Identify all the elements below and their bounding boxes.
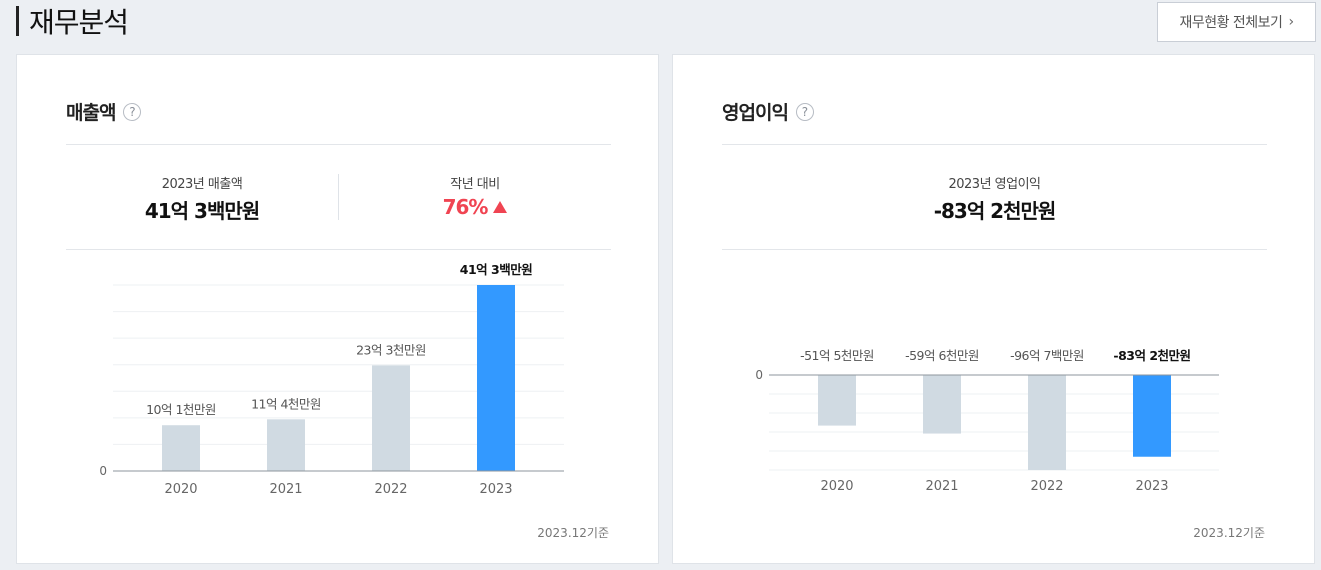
op-title: 영업이익 ? [722, 98, 814, 125]
revenue-stat-label: 2023년 매출액 [161, 177, 243, 192]
zero-label: 0 [755, 368, 763, 382]
category-label-2022: 2022 [1030, 479, 1063, 494]
operating-profit-chart: 0 -51억 5천만원 -59억 6천만원 -96억 7백만원 -83억 2천만원 202… [755, 348, 1219, 494]
divider [722, 144, 1267, 145]
zero-label: 0 [99, 464, 107, 478]
bar-2020 [162, 425, 200, 471]
data-label-2023: -83억 2천만원 [1113, 348, 1190, 363]
page-title: 재무분석 [29, 6, 129, 39]
data-label-2020: 10억 1천만원 [146, 402, 216, 417]
data-label-2020: -51억 5천만원 [800, 348, 874, 363]
category-label-2021: 2021 [269, 482, 302, 497]
op-basis-date: 2023.12기준 [1193, 526, 1265, 540]
up-triangle-icon [493, 201, 508, 213]
divider [66, 249, 611, 250]
bar-2020 [818, 375, 856, 426]
revenue-stat: 2023년 매출액 41억 3백만원 [66, 173, 338, 224]
bar-2022 [372, 365, 410, 471]
data-label-2022: -96억 7백만원 [1010, 348, 1084, 363]
category-label-2020: 2020 [820, 479, 853, 494]
chevron-right-icon: › [1288, 14, 1294, 30]
op-stat: 2023년 영업이익 -83억 2천만원 [722, 173, 1267, 224]
revenue-stat-value: 41억 3백만원 [144, 199, 260, 223]
operating-profit-card: 영업이익 ? 2023년 영업이익 -83억 2천만원 0 -51억 5천만원 -5… [672, 54, 1315, 564]
category-label-2023: 2023 [479, 482, 512, 497]
divider [722, 249, 1267, 250]
stat-separator [338, 174, 339, 220]
bar-2021 [923, 375, 961, 434]
data-label-2023: 41억 3백만원 [460, 262, 532, 277]
help-icon[interactable]: ? [795, 102, 814, 121]
revenue-chart: 0 10억 1천만원 11억 4천만원 23억 3천만원 41억 3백만원 2020 202… [99, 262, 564, 497]
title-accent-bar [16, 6, 19, 36]
revenue-card: 매출액 ? 2023년 매출액 41억 3백만원 작년 대비 76% 0 10억 … [16, 54, 659, 564]
yoy-value-wrap: 76% [339, 195, 611, 219]
data-label-2021: -59억 6천만원 [905, 348, 979, 363]
revenue-basis-date: 2023.12기준 [537, 526, 609, 540]
category-label-2020: 2020 [164, 482, 197, 497]
view-all-financials-button[interactable]: 재무현황 전체보기 › [1157, 2, 1316, 42]
category-label-2022: 2022 [374, 482, 407, 497]
data-label-2022: 23억 3천만원 [356, 342, 426, 357]
revenue-title: 매출액 ? [66, 98, 142, 125]
category-label-2023: 2023 [1135, 479, 1168, 494]
op-stat-label: 2023년 영업이익 [948, 177, 1041, 192]
op-stat-value: -83억 2천만원 [933, 199, 1057, 223]
op-title-text: 영업이익 [722, 102, 789, 124]
yoy-label: 작년 대비 [450, 177, 500, 192]
yoy-stat: 작년 대비 76% [339, 173, 611, 219]
divider [66, 144, 611, 145]
help-icon[interactable]: ? [123, 102, 142, 121]
view-all-label: 재무현황 전체보기 [1179, 15, 1283, 31]
bar-2022 [1028, 375, 1066, 470]
category-label-2021: 2021 [925, 479, 958, 494]
data-label-2021: 11억 4천만원 [251, 396, 321, 411]
yoy-value: 76% [442, 195, 489, 219]
bar-2023 [477, 285, 515, 471]
bar-2023 [1133, 375, 1171, 457]
revenue-title-text: 매출액 [66, 102, 116, 124]
bar-2021 [267, 419, 305, 471]
section-title: 재무분석 [16, 4, 129, 39]
